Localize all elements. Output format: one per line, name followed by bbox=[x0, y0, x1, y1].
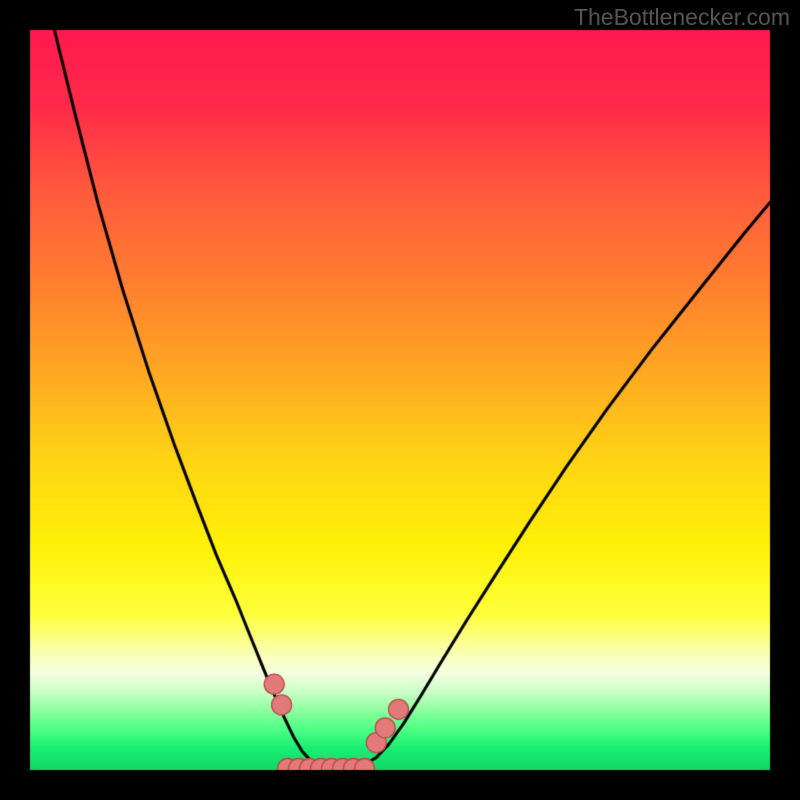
chart-stage: TheBottlenecker.com bbox=[0, 0, 800, 800]
bottleneck-chart-canvas bbox=[0, 0, 800, 800]
watermark-text: TheBottlenecker.com bbox=[574, 4, 790, 31]
